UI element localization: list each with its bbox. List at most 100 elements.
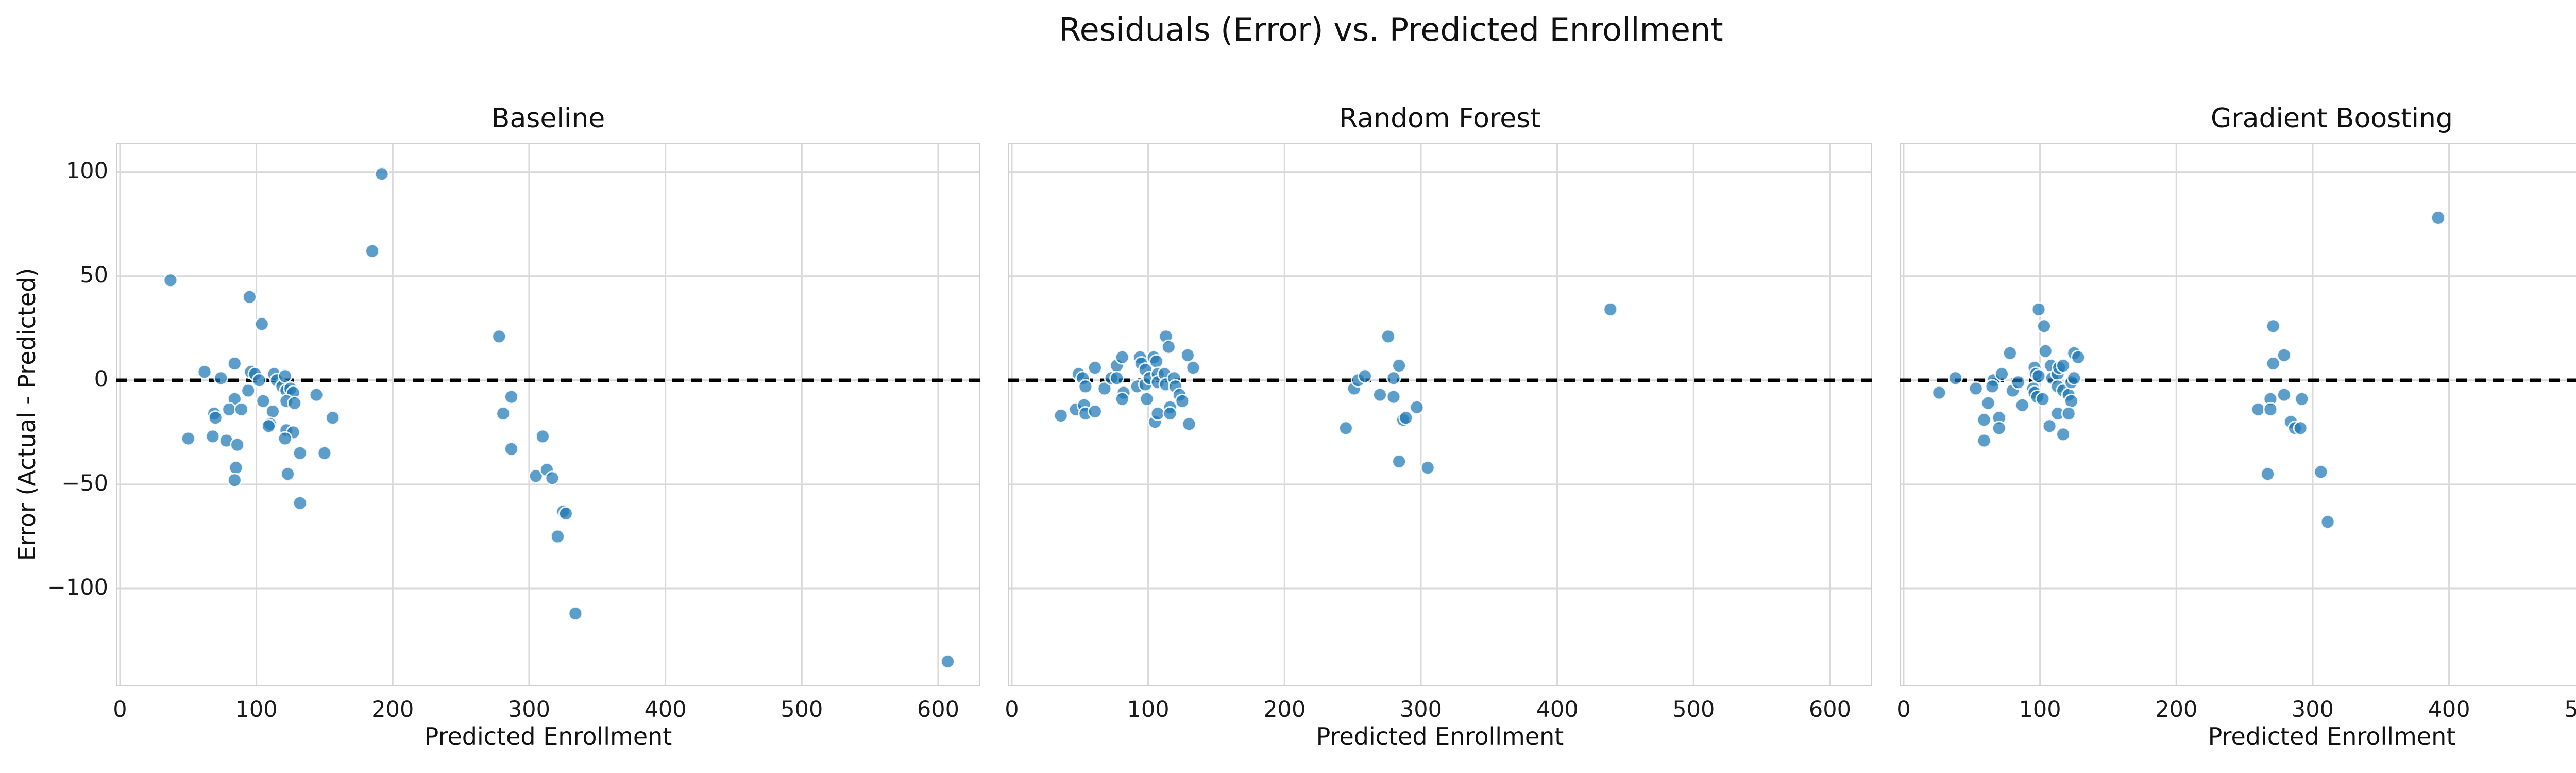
data-point <box>163 273 178 288</box>
data-point <box>528 468 544 484</box>
data-point <box>2035 391 2050 407</box>
scatter-plot-random-forest <box>1008 143 1872 686</box>
data-point <box>2010 375 2026 390</box>
data-point <box>2265 356 2281 371</box>
data-point <box>2320 514 2335 530</box>
panel-title: Baseline <box>491 103 605 134</box>
data-point <box>1991 421 2007 436</box>
x-tick-label: 0 <box>1005 697 1019 722</box>
data-point <box>1976 433 1992 448</box>
data-point <box>1985 379 2000 394</box>
data-point <box>2014 397 2030 413</box>
data-point <box>535 429 550 444</box>
x-axis-label: Predicted Enrollment <box>1316 722 1564 750</box>
x-tick-label: 500 <box>2564 697 2576 722</box>
data-point <box>504 389 519 405</box>
data-point <box>1185 360 1201 376</box>
data-point <box>1392 453 1407 469</box>
plot-background <box>1900 143 2576 686</box>
data-point <box>205 429 221 444</box>
data-point <box>1114 349 1130 365</box>
data-point <box>1603 301 1618 317</box>
data-point <box>1114 391 1130 407</box>
data-point <box>2276 347 2292 363</box>
data-point <box>227 356 242 371</box>
data-point <box>2250 401 2266 417</box>
data-point <box>325 410 341 426</box>
x-tick-label: 100 <box>1127 697 1170 722</box>
y-tick-label: −100 <box>47 575 108 601</box>
data-point <box>1948 371 1963 386</box>
data-point <box>550 529 565 544</box>
panel-random-forest: Random Forest Predicted Enrollment 0 100 2… <box>1005 0 1872 773</box>
data-point <box>1181 416 1197 432</box>
data-point <box>1968 381 1984 396</box>
data-point <box>1420 460 1435 476</box>
figure-title: Residuals (Error) vs. Predicted Enrollme… <box>1059 11 1723 48</box>
data-point <box>2276 387 2292 402</box>
data-point <box>2066 371 2082 386</box>
data-point <box>2263 401 2278 417</box>
data-point <box>254 316 269 332</box>
data-point <box>280 466 295 482</box>
data-point <box>1980 395 1996 411</box>
y-tick-label: 0 <box>94 366 108 392</box>
data-point <box>292 445 308 461</box>
x-tick-label: 0 <box>1896 697 1911 722</box>
data-point <box>1994 366 2009 382</box>
y-axis-label: Error (Actual - Predicted) <box>13 267 41 561</box>
data-point <box>222 401 237 417</box>
data-point <box>2061 406 2076 421</box>
plot-background <box>116 143 980 686</box>
data-point <box>1087 360 1103 376</box>
data-point <box>558 506 573 521</box>
data-point <box>1109 371 1125 386</box>
data-point <box>277 431 293 446</box>
x-tick-label: 300 <box>507 697 550 722</box>
data-point <box>228 460 244 476</box>
data-point <box>2038 343 2053 359</box>
data-point <box>1180 347 1195 363</box>
x-tick-label: 600 <box>1808 697 1851 722</box>
axes-spine <box>116 143 980 686</box>
x-tick-label: 500 <box>1672 697 1715 722</box>
data-point <box>2064 393 2079 409</box>
data-point <box>2071 349 2086 365</box>
scatter-plot-baseline <box>116 143 980 686</box>
x-tick-label: 300 <box>1399 697 1442 722</box>
panel-gradient-boosting: Gradient Boosting Predicted Enrollment 0… <box>1896 0 2576 773</box>
x-tick-label: 300 <box>2291 697 2334 722</box>
data-point <box>2265 318 2281 334</box>
data-point <box>1386 371 1401 386</box>
data-point <box>317 445 332 461</box>
x-tick-label: 400 <box>644 697 687 722</box>
data-point <box>1175 393 1190 409</box>
data-point <box>2031 301 2046 317</box>
data-point <box>256 393 271 409</box>
data-point <box>2031 368 2046 384</box>
axes-spine <box>1900 143 2576 686</box>
data-point <box>1139 391 1155 407</box>
data-point <box>230 437 245 452</box>
panel-title: Gradient Boosting <box>2210 103 2453 134</box>
data-point <box>2313 464 2329 480</box>
data-point <box>2056 358 2071 373</box>
data-point <box>374 166 389 182</box>
data-point <box>940 654 955 669</box>
data-point <box>504 441 519 457</box>
data-point <box>309 387 324 402</box>
data-point <box>1087 404 1103 419</box>
data-point <box>1053 408 1069 423</box>
data-point <box>2260 466 2276 482</box>
x-axis-label: Predicted Enrollment <box>2208 722 2456 750</box>
data-point <box>1931 385 1947 400</box>
data-point <box>496 406 511 421</box>
y-tick-label: 100 <box>65 158 108 184</box>
data-point <box>568 606 583 621</box>
data-point <box>365 243 380 259</box>
data-point <box>2037 318 2052 334</box>
data-point <box>2293 421 2308 436</box>
data-point <box>2042 418 2057 434</box>
data-point <box>2002 345 2018 361</box>
